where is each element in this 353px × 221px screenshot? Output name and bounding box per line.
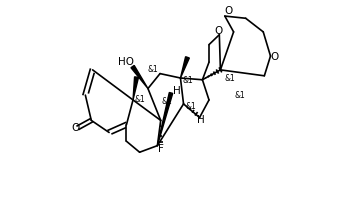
Polygon shape xyxy=(157,93,173,146)
Text: O: O xyxy=(271,52,279,62)
Text: &1: &1 xyxy=(225,74,235,83)
Text: O: O xyxy=(215,26,223,36)
Text: H: H xyxy=(173,86,180,96)
Text: &1: &1 xyxy=(148,65,159,74)
Text: &1: &1 xyxy=(162,97,172,106)
Polygon shape xyxy=(131,65,148,89)
Text: &1: &1 xyxy=(135,95,145,105)
Polygon shape xyxy=(180,57,189,78)
Text: F: F xyxy=(158,144,164,154)
Text: &1: &1 xyxy=(183,76,193,85)
Text: O: O xyxy=(72,123,80,133)
Text: HO: HO xyxy=(118,57,134,67)
Text: &1: &1 xyxy=(235,91,245,100)
Text: &1: &1 xyxy=(185,102,196,111)
Text: O: O xyxy=(225,6,233,16)
Text: H: H xyxy=(197,115,205,125)
Polygon shape xyxy=(133,77,138,100)
